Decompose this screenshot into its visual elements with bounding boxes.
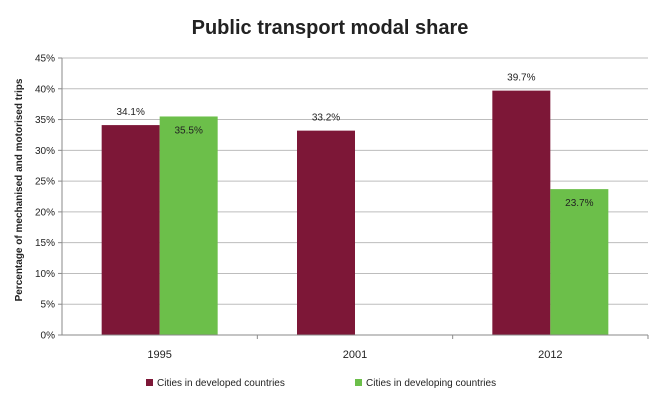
legend: Cities in developed countries Cities in d…: [146, 378, 496, 389]
legend-swatch: [146, 379, 153, 386]
data-label: 34.1%: [116, 107, 144, 118]
bar-developed-1995: [101, 125, 160, 336]
bar-developed-2012: [492, 90, 551, 335]
y-tick-label: 0%: [41, 331, 56, 342]
legend-label: Cities in developing countries: [366, 378, 496, 389]
data-label: 35.5%: [174, 125, 202, 136]
y-tick-label: 40%: [35, 84, 55, 95]
legend-label: Cities in developed countries: [157, 378, 285, 389]
y-tick-label: 35%: [35, 115, 55, 126]
y-tick-label: 20%: [35, 207, 55, 218]
data-labels: 34.1% 35.5% 33.2% 39.7% 23.7%: [116, 73, 593, 209]
y-tick-label: 15%: [35, 238, 55, 249]
data-label: 39.7%: [507, 73, 535, 84]
y-tick-label: 30%: [35, 146, 55, 157]
bar-developed-2001: [297, 130, 355, 335]
x-category-label: 1995: [147, 349, 171, 361]
bars: [101, 90, 609, 336]
bar-developing-1995: [159, 116, 218, 335]
y-tick-label: 10%: [35, 269, 55, 280]
data-label: 33.2%: [312, 113, 340, 124]
data-label: 23.7%: [565, 198, 593, 209]
y-tick-label: 5%: [41, 300, 56, 311]
y-tick-label: 45%: [35, 54, 55, 65]
y-tick-label: 25%: [35, 177, 55, 188]
x-axis-categories: 1995 2001 2012: [147, 335, 649, 361]
x-category-label: 2012: [538, 349, 562, 361]
y-axis-label: Percentage of mechanised and motorised t…: [14, 78, 25, 301]
chart-title: Public transport modal share: [192, 17, 469, 39]
bar-developing-2012: [550, 189, 609, 335]
x-category-label: 2001: [343, 349, 367, 361]
legend-swatch: [355, 379, 362, 386]
y-axis-ticks: 0% 5% 10% 15% 20% 25% 30% 35% 40% 45%: [35, 54, 62, 342]
